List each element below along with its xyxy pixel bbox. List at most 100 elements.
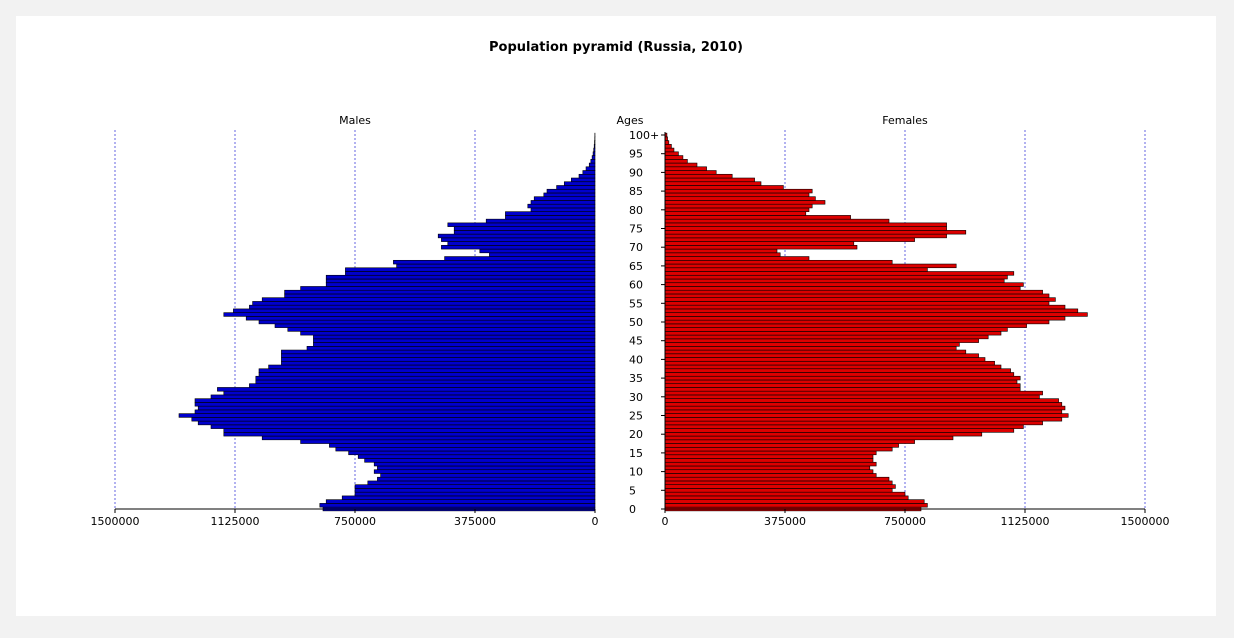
female-bar (664, 192, 810, 198)
male-bar (223, 390, 596, 396)
female-bar (664, 282, 1024, 287)
male-bar (249, 304, 596, 310)
male-x-tick-label: 1500000 (91, 515, 140, 528)
female-bar (664, 271, 1015, 276)
male-bar (556, 185, 596, 190)
male-bar (590, 159, 596, 164)
age-tick-label: 80 (629, 204, 643, 217)
female-bar (664, 222, 947, 227)
female-bar (664, 488, 893, 493)
female-bar (664, 207, 810, 212)
male-bar (444, 256, 596, 261)
male-bar (284, 293, 596, 298)
female-bar (664, 203, 813, 209)
male-bar (210, 394, 596, 399)
male-bar (354, 491, 596, 497)
female-bar (664, 252, 781, 257)
female-bar (664, 200, 826, 205)
female-bar (664, 372, 1015, 377)
female-bar (664, 491, 906, 497)
male-bar (593, 147, 596, 153)
female-bar (664, 166, 707, 171)
male-bar (582, 170, 596, 175)
female-x-tick-label: 375000 (764, 515, 806, 528)
male-bar (593, 144, 596, 149)
female-bar (664, 417, 1063, 422)
male-bar (281, 353, 596, 358)
male-bar (223, 428, 596, 433)
male-bar (585, 166, 596, 171)
male-bar (284, 289, 596, 295)
male-bar (233, 308, 596, 313)
male-bar (261, 297, 596, 302)
female-bar (664, 155, 684, 160)
age-tick-label: 20 (629, 428, 643, 441)
age-tick-label: 90 (629, 166, 643, 179)
female-bar (664, 237, 915, 242)
female-x-tick-labels: 0 375000 750000 1125000 1500000 (662, 515, 1170, 528)
female-bar (664, 293, 1050, 298)
female-bar (664, 375, 1021, 381)
age-tick-label: 40 (629, 353, 643, 366)
female-bar (664, 454, 874, 459)
male-bar (194, 402, 596, 407)
females-panel-title: Females (882, 114, 928, 127)
male-bar (258, 372, 596, 377)
female-bar (664, 428, 1015, 433)
female-bar (664, 357, 986, 362)
male-bar (377, 476, 596, 482)
age-tick-label: 65 (629, 260, 643, 273)
male-bar (223, 312, 596, 317)
male-bar (364, 458, 596, 463)
female-x-tick-label: 1500000 (1121, 515, 1170, 528)
female-bar (664, 230, 967, 235)
male-bar (543, 192, 596, 198)
male-bar (571, 177, 596, 183)
male-bar (210, 424, 596, 429)
male-bar (325, 282, 596, 287)
male-bar (335, 446, 596, 452)
age-tick-label: 0 (629, 503, 636, 516)
male-bar (578, 173, 596, 179)
female-bar (664, 469, 874, 474)
age-tick-label: 55 (629, 297, 643, 310)
female-bar (664, 443, 899, 448)
male-bar (479, 248, 596, 254)
male-bar (255, 375, 596, 381)
female-bar (664, 286, 1021, 291)
female-bar (664, 162, 698, 168)
male-bar (530, 207, 596, 212)
female-bar (664, 259, 893, 265)
female-bar (664, 316, 1066, 321)
age-tick-label: 5 (629, 484, 636, 497)
female-bar (664, 458, 874, 463)
male-bar (325, 499, 596, 504)
female-bar (664, 312, 1088, 317)
female-bar (664, 484, 896, 489)
male-bar (533, 196, 596, 201)
female-bar (664, 465, 871, 471)
female-bar (664, 424, 1024, 429)
male-bar (357, 454, 596, 459)
female-x-tick-label: 1125000 (1001, 515, 1050, 528)
male-bar (373, 469, 596, 474)
female-bar (664, 409, 1063, 414)
female-bar (664, 387, 1021, 392)
female-bar (664, 274, 1008, 280)
female-bar (664, 480, 893, 485)
age-tick-label: 10 (629, 466, 643, 479)
female-bar (664, 151, 679, 156)
female-bar (664, 473, 877, 478)
female-bar (664, 346, 957, 351)
female-bar (664, 342, 960, 347)
male-x-tick-label: 1125000 (211, 515, 260, 528)
ages-axis-title: Ages (616, 114, 643, 127)
males-panel-title: Males (339, 114, 371, 127)
male-bar (281, 357, 596, 362)
female-bar (664, 144, 672, 149)
female-bar (664, 435, 954, 441)
male-bar (281, 360, 596, 366)
male-bar (258, 368, 596, 373)
female-bar (664, 170, 717, 175)
age-tick-labels: 0 5 10 15 20 25 30 35 40 45 50 55 60 65 70 75 80 85 90 95 10… (629, 129, 665, 516)
